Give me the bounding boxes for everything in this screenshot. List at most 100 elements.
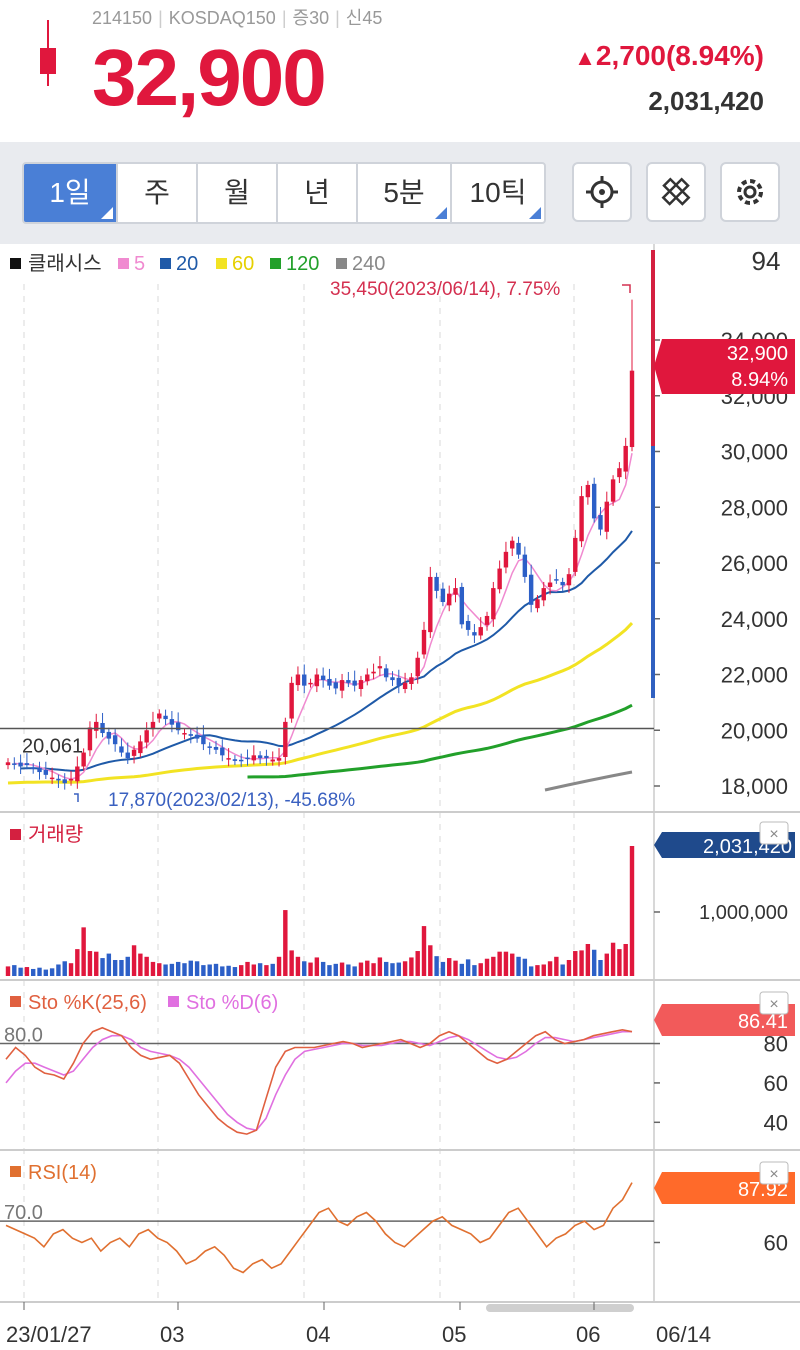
volume-bar	[100, 958, 105, 976]
candle	[43, 761, 49, 780]
period-10tick[interactable]: 10틱	[452, 164, 544, 222]
volume-bar	[409, 957, 414, 976]
candle	[31, 763, 36, 774]
volume-bar	[37, 967, 42, 976]
candle	[541, 581, 546, 607]
x-tick-label: 04	[306, 1322, 330, 1347]
period-year[interactable]: 년	[278, 164, 358, 222]
y-tick-label: 24,000	[721, 607, 788, 632]
svg-text:Sto %K(25,6): Sto %K(25,6)	[28, 992, 147, 1014]
volume-bar	[257, 963, 263, 976]
y-tick-label: 28,000	[721, 495, 788, 520]
candle	[365, 668, 370, 686]
price-change: ▲2,700(8.94%)	[574, 40, 764, 71]
svg-text:86.41: 86.41	[738, 1011, 788, 1033]
candle	[264, 749, 269, 766]
volume-bar	[503, 951, 509, 976]
candle	[604, 491, 609, 540]
candle	[138, 735, 143, 758]
gear-icon	[737, 179, 763, 205]
ruler-pencil-icon	[661, 177, 691, 206]
volume-bar	[339, 962, 345, 976]
volume-bar	[447, 958, 452, 976]
chart-scrollbar[interactable]	[486, 1304, 634, 1312]
candle	[459, 582, 465, 629]
candle	[232, 755, 238, 766]
volume-bar	[560, 964, 565, 976]
volume-bar	[75, 949, 80, 976]
candle	[213, 740, 219, 754]
ma60-line	[7, 622, 634, 785]
candle	[465, 614, 471, 636]
candle	[245, 749, 250, 766]
volume-bar	[49, 968, 55, 976]
y-tick-label: 20,000	[721, 718, 788, 743]
crosshair-button[interactable]	[572, 162, 632, 222]
candle	[434, 572, 439, 599]
volume-bar	[390, 963, 395, 976]
volume-bar	[182, 963, 187, 976]
y-tick-label: 26,000	[721, 551, 788, 576]
volume-bar	[440, 961, 446, 976]
candle	[522, 546, 528, 583]
candle	[333, 678, 338, 695]
range-bar-up	[651, 250, 655, 446]
candle	[352, 670, 357, 692]
close-panel-icon[interactable]: ×	[759, 821, 789, 845]
period-month[interactable]: 월	[198, 164, 278, 222]
candle	[257, 751, 263, 764]
y-tick-label: 18,000	[721, 774, 788, 799]
legend-ma60: 60	[232, 253, 254, 275]
candle	[81, 748, 86, 771]
x-tick-label: 05	[442, 1322, 466, 1347]
candle	[201, 725, 206, 751]
volume-bar	[610, 942, 616, 976]
volume-bar	[226, 965, 231, 976]
volume-bar	[163, 964, 168, 976]
close-panel-icon[interactable]: ×	[759, 1161, 789, 1185]
candle	[188, 728, 193, 744]
y-tick-label: 60	[764, 1071, 788, 1096]
volume-bar	[245, 961, 250, 976]
stock-chart[interactable]: 클래시스 5 20 60 120 240 9434,00032,00030,00…	[0, 244, 800, 1350]
current-price: 32,900	[92, 33, 327, 122]
legend-stock: 클래시스	[28, 252, 102, 275]
volume-bar	[371, 963, 376, 976]
period-week[interactable]: 주	[118, 164, 198, 222]
volume-bar	[415, 951, 420, 976]
candle	[150, 711, 156, 737]
candle-icon	[40, 20, 56, 86]
period-5min[interactable]: 5분	[358, 164, 452, 222]
candle	[497, 560, 502, 594]
candle	[207, 742, 212, 755]
volume-bar	[5, 966, 11, 976]
candle	[62, 773, 67, 790]
y-tick-label: 40	[764, 1110, 788, 1135]
candle	[528, 564, 534, 613]
candle	[163, 709, 168, 725]
volume-bar	[131, 945, 137, 976]
volume-bar	[428, 945, 433, 976]
volume-bar	[251, 964, 257, 976]
volume-bar	[383, 961, 389, 976]
settings-button[interactable]	[720, 162, 780, 222]
volume-bar	[106, 953, 112, 976]
x-tick-label: 06	[576, 1322, 600, 1347]
volume-bar	[510, 953, 515, 976]
candle	[106, 727, 112, 745]
volume-bar	[478, 963, 483, 976]
current-price-tag: 32,900 8.94%	[654, 339, 795, 394]
close-panel-icon[interactable]: ×	[759, 991, 789, 1015]
chart-toolbar: 1일 주 월 년 5분 10틱	[0, 142, 800, 244]
candle	[283, 717, 288, 765]
volume-bar	[169, 963, 175, 976]
candle	[239, 753, 244, 767]
volume-bar	[308, 962, 313, 976]
drawing-tools-button[interactable]	[646, 162, 706, 222]
candle	[484, 611, 490, 631]
volume-bar	[579, 950, 584, 976]
candle	[157, 709, 162, 723]
period-day[interactable]: 1일	[24, 164, 118, 222]
candle	[535, 595, 540, 613]
low-annotation: 17,870(2023/02/13), -45.68%	[108, 790, 355, 811]
